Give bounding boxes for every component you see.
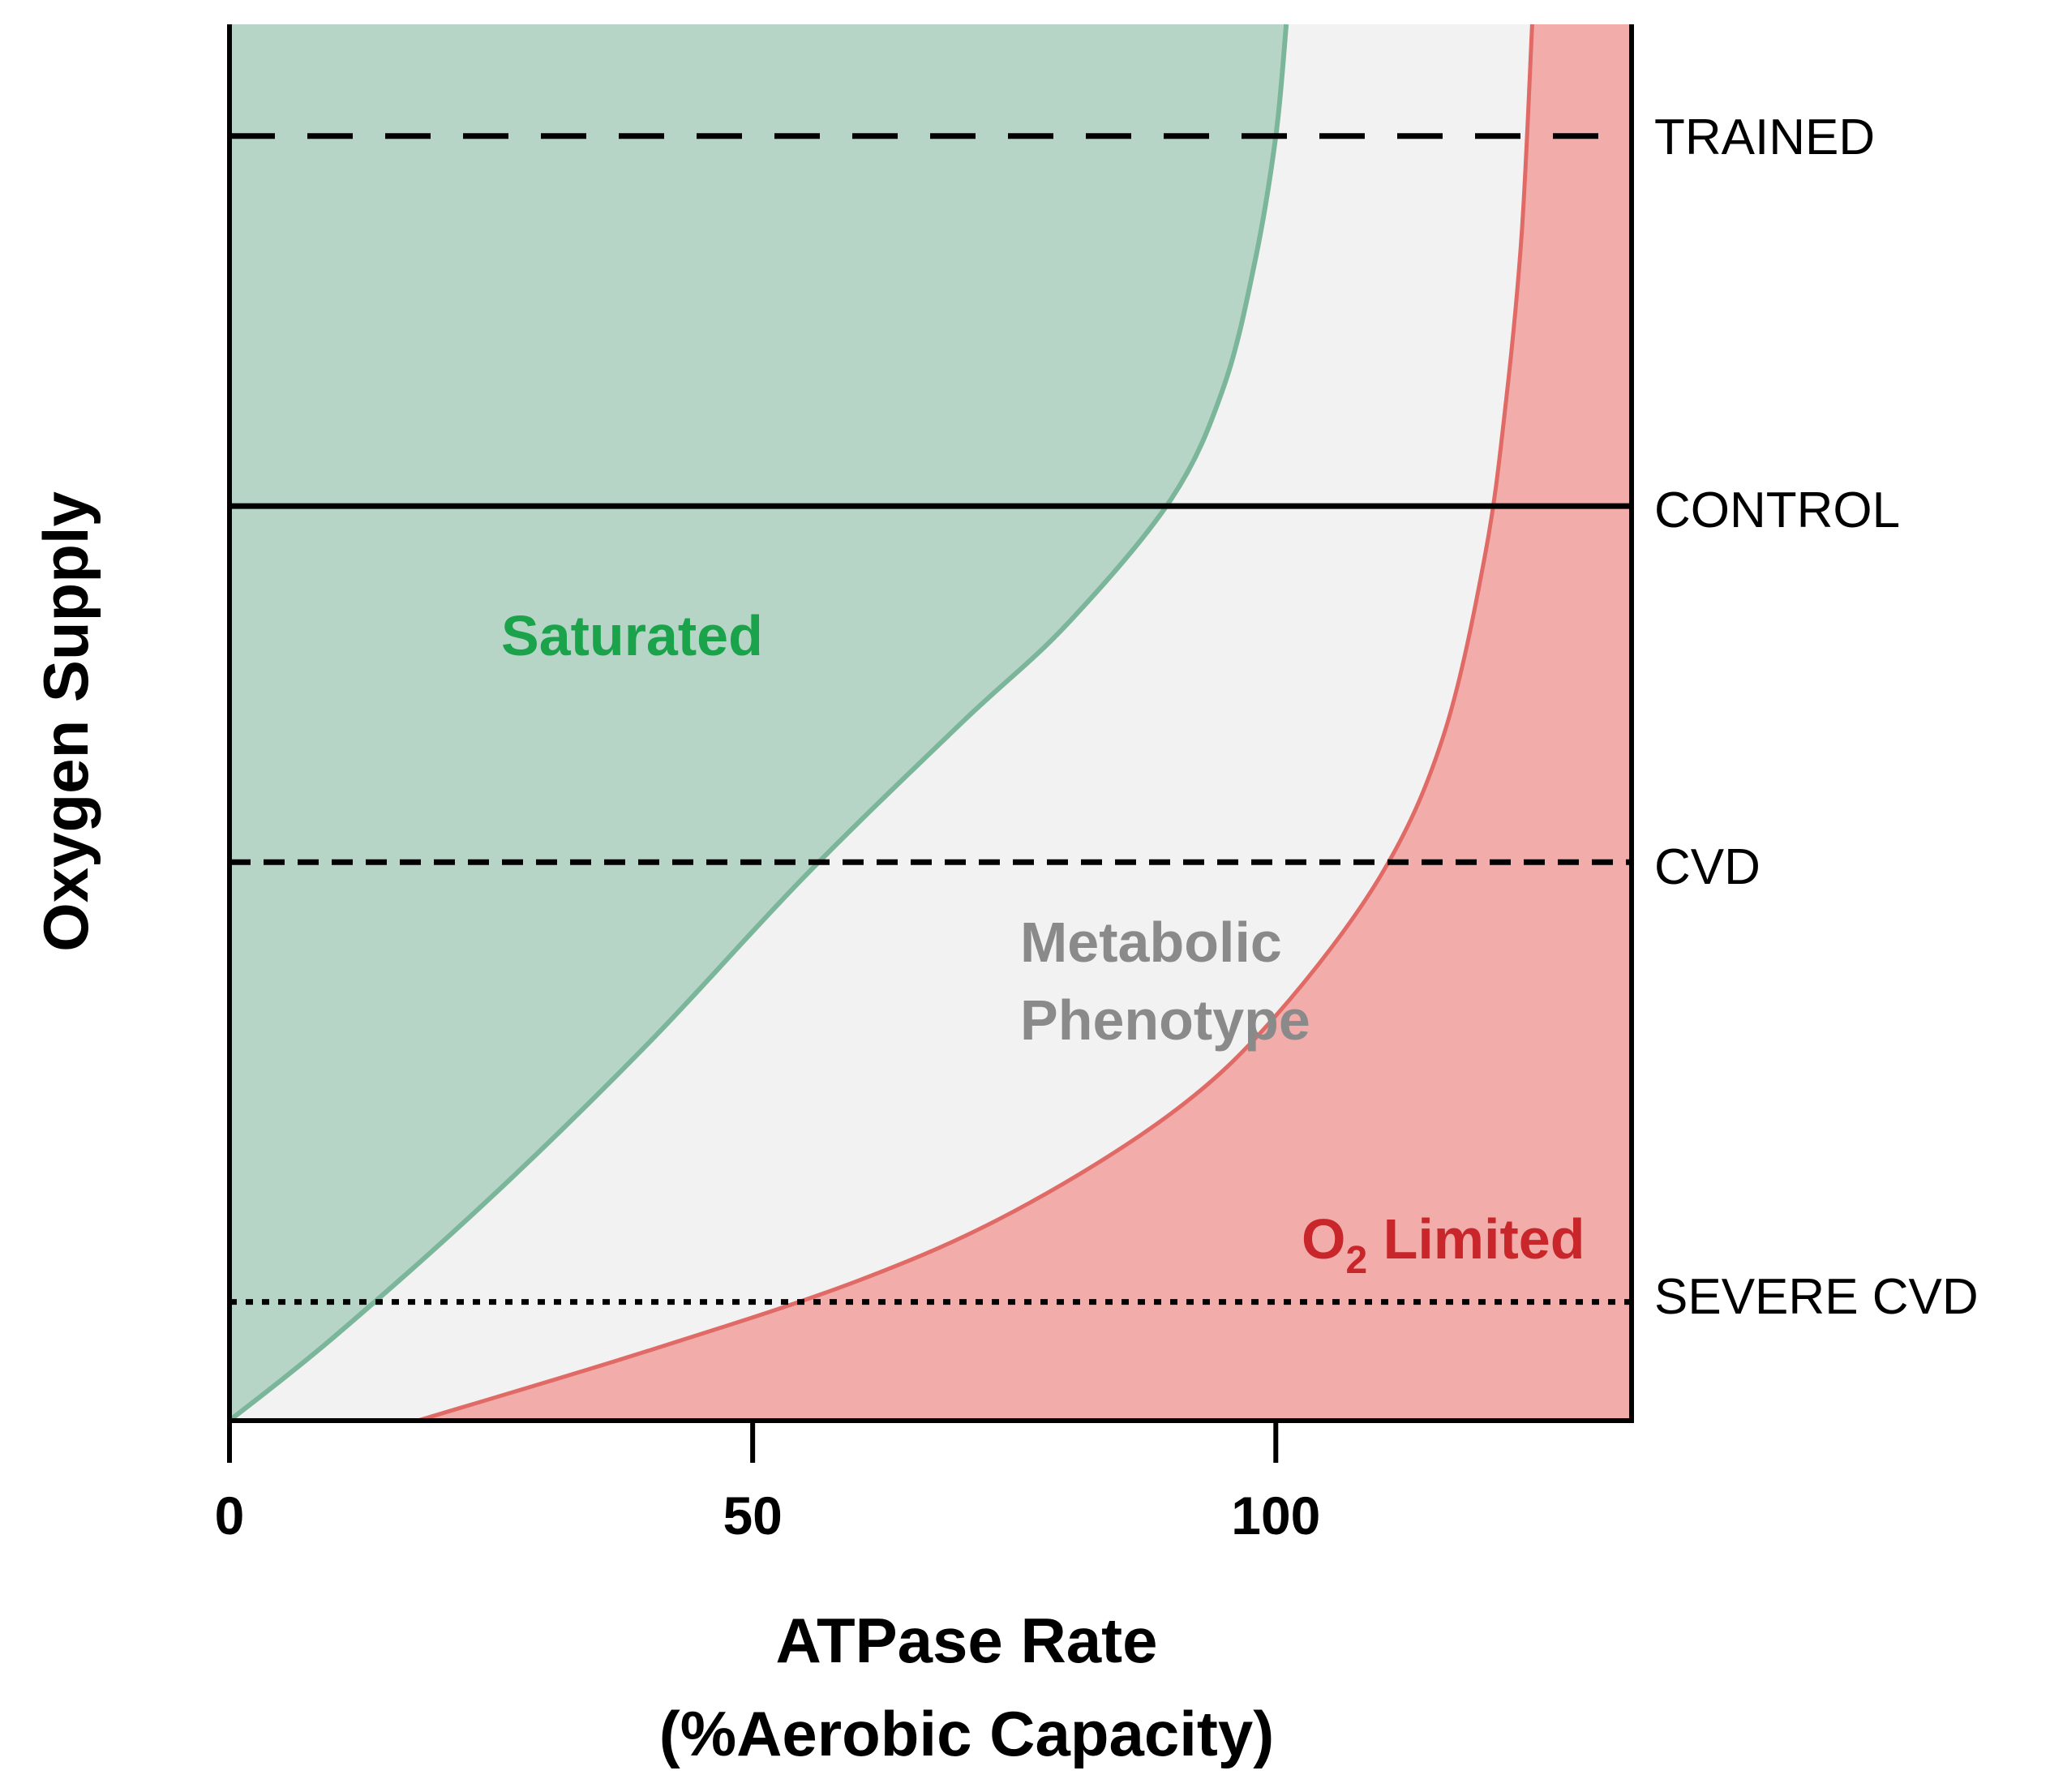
x-tick-label-0: 0 — [215, 1485, 245, 1545]
oxygen-level-lines — [229, 133, 1632, 1305]
level-label-control: CONTROL — [1654, 482, 1900, 538]
level-label-severe-cvd: SEVERE CVD — [1654, 1269, 1979, 1325]
level-label-trained: TRAINED — [1654, 109, 1875, 165]
x-axis-title-line2: (%Aerobic Capacity) — [659, 1698, 1275, 1769]
region-saturated-edge — [228, 24, 1289, 1423]
x-tick-label-50: 50 — [723, 1485, 782, 1545]
x-tick-label-100: 100 — [1231, 1485, 1320, 1545]
region-label-o2-limited: O2 Limited — [1302, 1207, 1585, 1282]
o2-letter: O — [1302, 1207, 1345, 1271]
region-label-phenotype: Phenotype — [1020, 988, 1310, 1052]
x-axis-title-line1: ATPase Rate — [775, 1605, 1157, 1676]
level-label-cvd: CVD — [1654, 839, 1761, 895]
axes — [227, 24, 1634, 1423]
region-label-saturated: Saturated — [501, 604, 763, 667]
y-axis-title: Oxygen Supply — [30, 491, 101, 952]
x-ticks: 0 50 100 — [215, 1421, 1320, 1545]
region-o2-limited — [418, 24, 1632, 1421]
region-label-metabolic: Metabolic — [1020, 911, 1282, 974]
region-o2-limited-edge — [417, 24, 1534, 1423]
region-fills — [228, 24, 1632, 1423]
region-saturated — [229, 24, 1287, 1421]
o2-subscript: 2 — [1345, 1239, 1367, 1282]
o2-limited-text: Limited — [1367, 1207, 1585, 1271]
